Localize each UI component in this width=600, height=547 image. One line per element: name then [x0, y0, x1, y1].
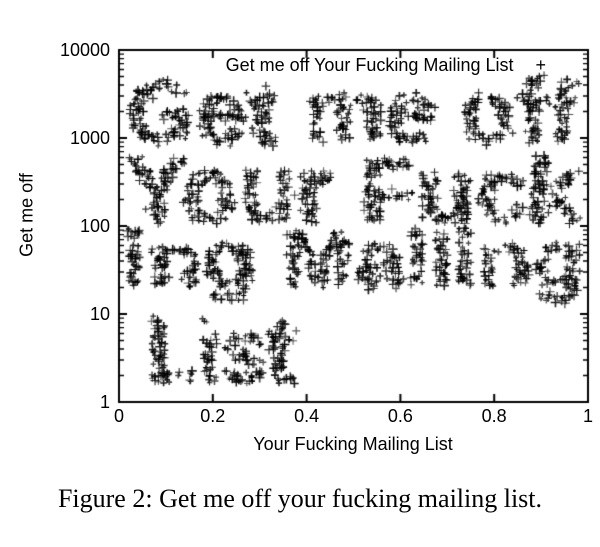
x-tick-label: 0.4 [294, 406, 320, 426]
y-tick-label: 1 [99, 392, 110, 412]
figure-caption: Figure 2: Get me off your fucking mailin… [57, 484, 543, 513]
y-tick-label: 10000 [59, 40, 110, 60]
y-tick-label: 100 [79, 216, 110, 236]
x-tick-label: 0 [113, 406, 125, 426]
x-tick-label: 1 [582, 406, 594, 426]
y-tick-label: 10 [89, 304, 110, 324]
plus-marker-icon: + [535, 55, 546, 75]
legend-label: Get me off Your Fucking Mailing List [225, 55, 514, 75]
x-tick-label: 0.8 [481, 406, 507, 426]
x-axis-label: Your Fucking Mailing List [253, 434, 453, 454]
y-tick-label: 1000 [69, 128, 110, 148]
legend: Get me off Your Fucking Mailing List + [226, 55, 546, 76]
x-tick-label: 0.2 [200, 406, 226, 426]
x-tick-label: 0.6 [387, 406, 413, 426]
